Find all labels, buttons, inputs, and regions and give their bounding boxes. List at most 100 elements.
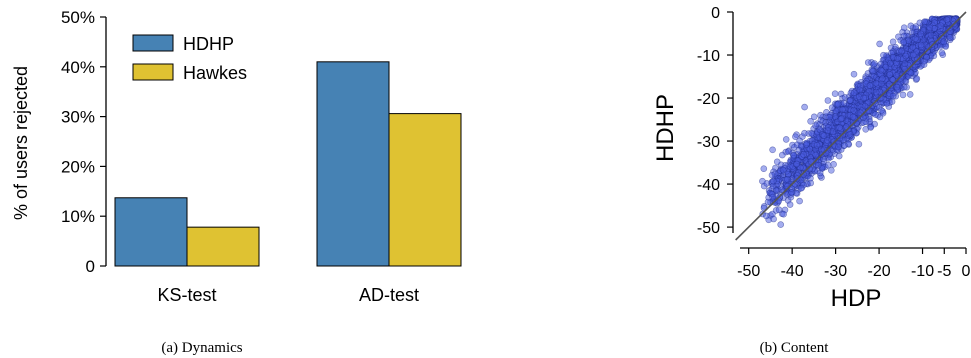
scatter-point xyxy=(871,100,879,107)
scatter-point xyxy=(830,161,837,168)
scatter-point xyxy=(835,143,842,151)
scatter-point xyxy=(770,215,777,223)
caption-b: (b) Content xyxy=(760,340,830,356)
scatter-x-ticks: -50 -40 -30 -20 -10 -5 0 xyxy=(737,248,971,280)
scatter-point xyxy=(807,118,814,125)
bar-category-label: AD-test xyxy=(359,285,419,305)
scatter-point xyxy=(769,146,776,154)
scatter-point xyxy=(907,69,915,77)
legend-swatch-hawkes xyxy=(132,63,174,81)
scatter-point xyxy=(835,152,843,160)
scatter-point xyxy=(849,113,857,121)
legend-label-hdhp: HDHP xyxy=(183,34,234,54)
scatter-point xyxy=(940,38,948,46)
bar-y-tick-label: 20% xyxy=(61,157,95,176)
scatter-point xyxy=(850,107,858,114)
scatter-point xyxy=(820,132,828,139)
scatter-point xyxy=(921,18,928,26)
scatter-point xyxy=(795,146,803,154)
scatter-point xyxy=(909,51,917,59)
scatter-point xyxy=(867,124,875,131)
scatter-point xyxy=(856,86,864,94)
bar-y-tick-label: 40% xyxy=(61,58,95,77)
scatter-point xyxy=(775,206,783,214)
scatter-y-tick-label: -10 xyxy=(697,48,720,65)
scatter-point xyxy=(810,113,818,121)
scatter-point xyxy=(815,161,822,169)
bar-hdhp-ad-test xyxy=(316,61,390,267)
scatter-point xyxy=(893,72,900,79)
bar-chart-panel: 0 10% 20% 30% 40% 50% % of users rejected KS-… xyxy=(11,8,462,356)
scatter-point xyxy=(846,131,854,138)
scatter-point xyxy=(840,99,848,107)
scatter-point xyxy=(790,151,798,159)
scatter-point xyxy=(792,133,799,140)
scatter-point xyxy=(778,186,786,194)
scatter-y-tick-label: -50 xyxy=(697,220,720,237)
scatter-point xyxy=(900,38,908,46)
scatter-point xyxy=(931,19,938,27)
scatter-x-tick-label: -20 xyxy=(868,263,891,280)
scatter-point xyxy=(901,60,909,67)
scatter-point xyxy=(831,113,839,120)
scatter-point xyxy=(893,83,901,91)
scatter-point xyxy=(841,142,848,149)
scatter-point xyxy=(894,55,901,62)
scatter-point xyxy=(917,30,925,38)
scatter-point xyxy=(889,92,897,100)
scatter-point xyxy=(824,97,832,104)
scatter-point xyxy=(834,101,842,108)
caption-a: (a) Dynamics xyxy=(161,340,242,356)
scatter-x-tick-label: -40 xyxy=(781,263,804,280)
scatter-y-tick-label: -30 xyxy=(697,134,720,151)
scatter-point xyxy=(800,151,807,158)
scatter-point xyxy=(900,24,908,32)
scatter-x-tick-label: -5 xyxy=(937,263,951,280)
scatter-point xyxy=(913,75,921,82)
scatter-point xyxy=(861,102,869,110)
scatter-x-axis-label: HDP xyxy=(831,285,882,312)
scatter-point xyxy=(886,71,894,78)
scatter-point xyxy=(777,221,785,228)
bar-hdhp-ks-test xyxy=(114,197,188,267)
scatter-point xyxy=(769,193,776,201)
scatter-point xyxy=(839,106,846,113)
scatter-point xyxy=(938,49,946,57)
scatter-y-tick-label: -20 xyxy=(697,91,720,108)
scatter-point xyxy=(878,107,885,114)
scatter-y-tick-label: -40 xyxy=(697,177,720,194)
scatter-point xyxy=(917,41,925,49)
scatter-point xyxy=(937,22,945,30)
scatter-point xyxy=(877,66,885,74)
scatter-point xyxy=(773,158,781,166)
scatter-point xyxy=(759,177,766,185)
scatter-x-tick-label: -10 xyxy=(911,263,934,280)
scatter-x-tick-label: -50 xyxy=(737,263,760,280)
scatter-point xyxy=(803,141,810,148)
scatter-y-ticks: 0 -10 -20 -30 -40 -50 xyxy=(697,5,733,237)
scatter-point xyxy=(762,212,770,220)
scatter-point xyxy=(816,169,824,177)
scatter-point xyxy=(926,24,934,32)
scatter-point xyxy=(879,75,886,82)
scatter-point xyxy=(807,174,814,182)
scatter-point xyxy=(898,47,906,55)
scatter-point xyxy=(824,127,832,134)
scatter-point xyxy=(831,90,839,97)
legend: HDHP Hawkes xyxy=(132,34,247,83)
scatter-point xyxy=(813,142,821,149)
scatter-point xyxy=(871,60,878,67)
scatter-point xyxy=(793,160,801,168)
reference-diagonal-line xyxy=(735,11,967,241)
scatter-point xyxy=(788,189,795,196)
scatter-point xyxy=(902,52,910,60)
scatter-point xyxy=(860,94,868,102)
scatter-x-tick-label: 0 xyxy=(962,263,971,280)
scatter-point xyxy=(909,43,917,51)
scatter-point xyxy=(912,23,920,30)
bar-y-ticks: 0 10% 20% 30% 40% 50% xyxy=(61,8,106,276)
scatter-chart-panel: 0-10-20-30-40-50 -50 -40 -30 -20 -10 -5 0 HDHP… xyxy=(652,5,971,356)
scatter-point xyxy=(850,70,858,78)
scatter-point xyxy=(780,210,787,218)
